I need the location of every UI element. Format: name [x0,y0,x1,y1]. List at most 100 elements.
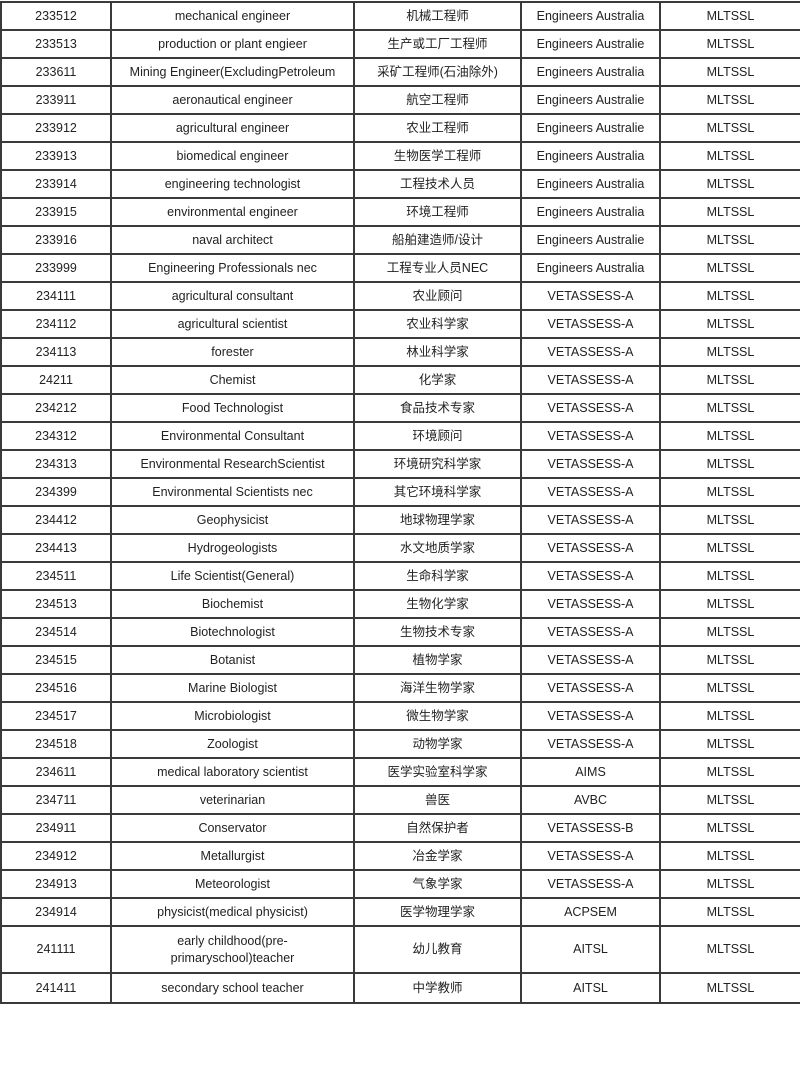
assessing-authority: VETASSESS-B [520,813,661,843]
occupation-code: 234113 [0,337,112,367]
occupation-name-en: secondary school teacher [110,972,355,1004]
assessing-authority: Engineers Australia [520,169,661,199]
occupation-code: 241411 [0,972,112,1004]
occupation-code: 233999 [0,253,112,283]
table-row: 234399 Environmental Scientists nec 其它环境科学… [0,477,800,507]
occupation-list: MLTSSL [659,589,800,619]
table-row: 234911 Conservator 自然保护者 VETASSESS-B MLTSSL [0,813,800,843]
occupation-list: MLTSSL [659,785,800,815]
table-row: 233611 Mining Engineer(ExcludingPetroleum… [0,57,800,87]
occupation-list: MLTSSL [659,729,800,759]
assessing-authority: VETASSESS-A [520,645,661,675]
occupation-name-en: agricultural engineer [110,113,355,143]
occupation-name-zh: 生物化学家 [353,589,522,619]
assessing-authority: VETASSESS-A [520,841,661,871]
occupation-name-en: Meteorologist [110,869,355,899]
occupation-name-zh: 生产或工厂工程师 [353,29,522,59]
assessing-authority: VETASSESS-A [520,673,661,703]
occupation-name-en: environmental engineer [110,197,355,227]
table-row: 234711 veterinarian 兽医 AVBC MLTSSL [0,785,800,815]
occupation-name-zh: 食品技术专家 [353,393,522,423]
occupation-code: 234518 [0,729,112,759]
occupation-name-zh: 生物技术专家 [353,617,522,647]
occupation-list: MLTSSL [659,253,800,283]
occupation-name-en: Conservator [110,813,355,843]
table-row: 234511 Life Scientist(General) 生命科学家 VETASS… [0,561,800,591]
assessing-authority: AITSL [520,972,661,1004]
occupation-name-zh: 化学家 [353,365,522,395]
assessing-authority: Engineers Australie [520,85,661,115]
occupation-name-en: Environmental Consultant [110,421,355,451]
occupation-list: MLTSSL [659,897,800,927]
occupation-name-zh: 机械工程师 [353,1,522,31]
table-row: 234412 Geophysicist 地球物理学家 VETASSESS-A MLTSS… [0,505,800,535]
assessing-authority: VETASSESS-A [520,281,661,311]
occupation-name-zh: 气象学家 [353,869,522,899]
occupation-code: 234515 [0,645,112,675]
occupation-code: 234516 [0,673,112,703]
occupation-code: 234412 [0,505,112,535]
occupation-list: MLTSSL [659,281,800,311]
occupation-name-en: mechanical engineer [110,1,355,31]
occupation-list: MLTSSL [659,393,800,423]
occupation-name-zh: 海洋生物学家 [353,673,522,703]
assessing-authority: AIMS [520,757,661,787]
occupation-name-en: Mining Engineer(ExcludingPetroleum [110,57,355,87]
table-row: 234913 Meteorologist 气象学家 VETASSESS-A MLTSSL [0,869,800,899]
assessing-authority: VETASSESS-A [520,449,661,479]
occupation-code: 234399 [0,477,112,507]
table-row: 234611 medical laboratory scientist 医学实验室科… [0,757,800,787]
occupation-name-en: Hydrogeologists [110,533,355,563]
occupation-name-zh: 环境工程师 [353,197,522,227]
occupation-code: 234413 [0,533,112,563]
occupation-list: MLTSSL [659,197,800,227]
occupation-name-zh: 幼儿教育 [353,925,522,974]
occupation-name-zh: 工程专业人员NEC [353,253,522,283]
occupation-code: 24211 [0,365,112,395]
occupation-code: 234911 [0,813,112,843]
assessing-authority: VETASSESS-A [520,701,661,731]
table-row: 241111 early childhood(pre-primaryschool)… [0,925,800,974]
occupation-code: 234913 [0,869,112,899]
table-row: 24211 Chemist 化学家 VETASSESS-A MLTSSL [0,365,800,395]
occupation-code: 234212 [0,393,112,423]
table-row: 233513 production or plant engieer 生产或工厂工程… [0,29,800,59]
table-row: 234212 Food Technologist 食品技术专家 VETASSESS-A… [0,393,800,423]
table-row: 233512 mechanical engineer 机械工程师 Engineers … [0,1,800,31]
occupation-name-en: Metallurgist [110,841,355,871]
assessing-authority: VETASSESS-A [520,393,661,423]
occupation-code: 234912 [0,841,112,871]
occupation-list: MLTSSL [659,309,800,339]
occupation-list: MLTSSL [659,449,800,479]
occupation-name-en: forester [110,337,355,367]
assessing-authority: VETASSESS-A [520,365,661,395]
occupation-list: MLTSSL [659,29,800,59]
table-row: 234914 physicist(medical physicist) 医学物理学家… [0,897,800,927]
occupation-name-zh: 船舶建造师/设计 [353,225,522,255]
assessing-authority: VETASSESS-A [520,337,661,367]
occupation-name-zh: 医学实验室科学家 [353,757,522,787]
occupation-table-body: 233512 mechanical engineer 机械工程师 Engineers … [0,1,800,1004]
occupation-code: 233513 [0,29,112,59]
occupation-list: MLTSSL [659,113,800,143]
occupation-list: MLTSSL [659,701,800,731]
occupation-code: 233916 [0,225,112,255]
occupation-list: MLTSSL [659,225,800,255]
table-row: 233916 naval architect 船舶建造师/设计 Engineers A… [0,225,800,255]
assessing-authority: Engineers Australie [520,113,661,143]
occupation-code: 241111 [0,925,112,974]
occupation-name-en: Environmental ResearchScientist [110,449,355,479]
occupation-name-en: Chemist [110,365,355,395]
occupation-name-en: agricultural scientist [110,309,355,339]
occupation-code: 233512 [0,1,112,31]
occupation-list: MLTSSL [659,925,800,974]
table-row: 234516 Marine Biologist 海洋生物学家 VETASSESS-A M… [0,673,800,703]
table-row: 233913 biomedical engineer 生物医学工程师 Engineer… [0,141,800,171]
occupation-name-zh: 农业顾问 [353,281,522,311]
table-row: 233915 environmental engineer 环境工程师 Enginee… [0,197,800,227]
occupation-code: 234511 [0,561,112,591]
occupation-name-en: Biotechnologist [110,617,355,647]
occupation-name-en: Food Technologist [110,393,355,423]
occupation-code: 234711 [0,785,112,815]
occupation-name-zh: 工程技术人员 [353,169,522,199]
